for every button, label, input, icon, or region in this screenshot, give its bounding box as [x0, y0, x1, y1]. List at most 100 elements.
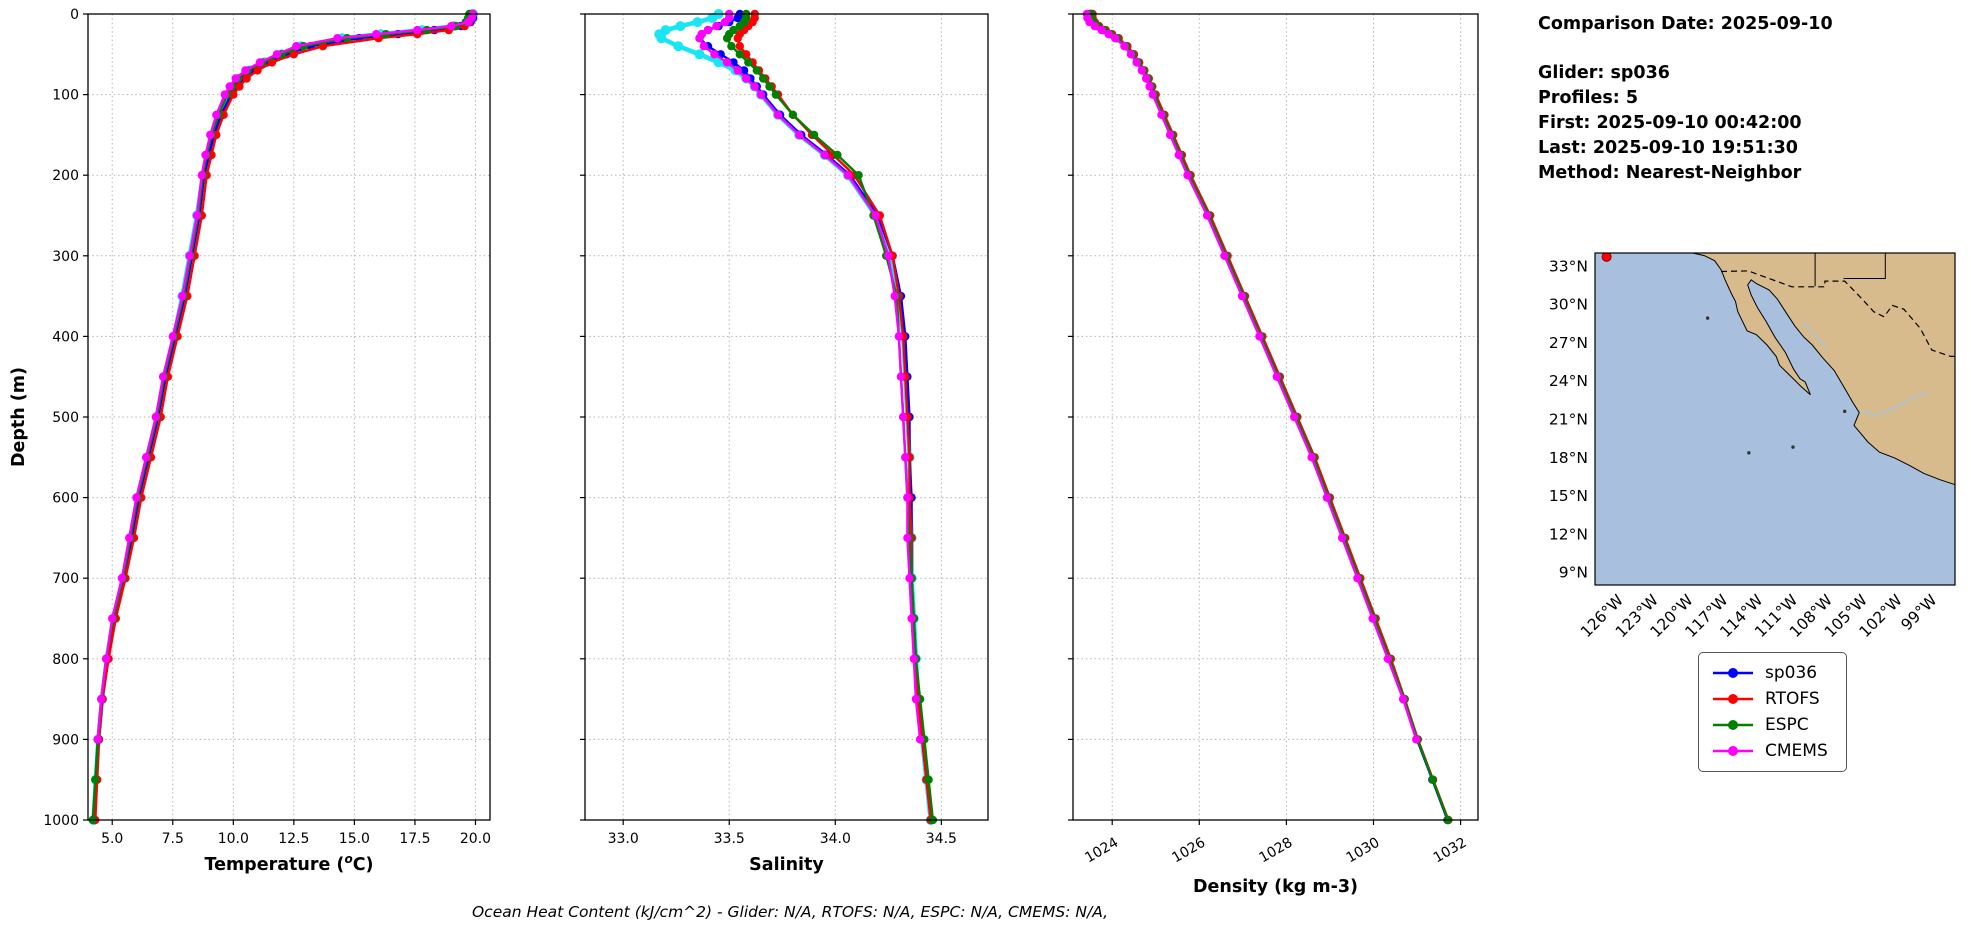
- svg-text:33.5: 33.5: [714, 831, 745, 847]
- svg-text:12°N: 12°N: [1549, 525, 1588, 543]
- country-border-dashed: [1720, 270, 1955, 358]
- grid: [1073, 13, 1478, 821]
- x-axis-title: Salinity: [749, 855, 824, 875]
- glider-location-marker: [1601, 253, 1612, 262]
- first-profile-time-text: First: 2025-09-10 00:42:00: [1538, 113, 1802, 133]
- map-frame: [1594, 252, 1956, 586]
- svg-text:500: 500: [52, 410, 79, 426]
- grid: [88, 13, 490, 821]
- svg-text:1000: 1000: [43, 813, 79, 829]
- svg-text:111°W: 111°W: [1751, 591, 1801, 641]
- x-axis: 1024 1026 1028 1030 1032: [1082, 820, 1470, 867]
- location-map: 33°N 30°N 27°N 24°N 21°N 18°N 15°N 12°N 9°N 126°W…: [1549, 252, 1956, 641]
- svg-text:120°W: 120°W: [1647, 591, 1697, 641]
- svg-text:1024: 1024: [1082, 835, 1121, 867]
- svg-text:114°W: 114°W: [1716, 591, 1766, 641]
- svg-text:105°W: 105°W: [1821, 591, 1871, 641]
- y-axis: [580, 13, 585, 821]
- x-axis-title: Density (kg m-3): [1193, 877, 1358, 897]
- svg-text:700: 700: [52, 571, 79, 587]
- svg-text:117°W: 117°W: [1682, 591, 1732, 641]
- svg-text:800: 800: [52, 652, 79, 668]
- river-line: [1803, 322, 1828, 350]
- svg-text:33.0: 33.0: [608, 831, 639, 847]
- chart-salinity: 33.0 33.5 34.0 34.5 Salinity: [580, 9, 989, 875]
- svg-text:900: 900: [52, 732, 79, 748]
- island-dot: [1842, 409, 1847, 414]
- svg-text:21°N: 21°N: [1549, 411, 1588, 429]
- chart-legend: sp036 RTOFS ESPC CMEMS: [1698, 652, 1847, 772]
- svg-text:1028: 1028: [1257, 835, 1296, 867]
- y-axis-title: Depth (m): [9, 367, 29, 467]
- x-axis-title: Temperature (oC): [204, 852, 373, 875]
- state-border-line: [1843, 253, 1886, 279]
- svg-text:600: 600: [52, 491, 79, 507]
- legend-item-sp036: sp036: [1711, 663, 1828, 683]
- svg-text:5.0: 5.0: [101, 831, 123, 847]
- svg-text:102°W: 102°W: [1856, 591, 1906, 641]
- svg-text:300: 300: [52, 249, 79, 265]
- svg-text:126°W: 126°W: [1577, 591, 1627, 641]
- chart-density: 1024 1026 1028 1030 1032 Density (kg m-3): [1068, 9, 1479, 897]
- legend-line-marker-icon: [1713, 720, 1753, 730]
- svg-text:9°N: 9°N: [1559, 564, 1588, 582]
- island-dot: [1791, 445, 1795, 449]
- chart-temperature: 5.0 7.5 10.0 12.5 15.0 17.5 20.0 0 100 200 300 400 5…: [9, 7, 491, 875]
- svg-text:33°N: 33°N: [1549, 257, 1588, 275]
- svg-text:100: 100: [52, 88, 79, 104]
- svg-text:20.0: 20.0: [460, 831, 491, 847]
- svg-text:18°N: 18°N: [1549, 449, 1588, 467]
- legend-item-espc: ESPC: [1711, 715, 1828, 735]
- info-panel: Comparison Date: 2025-09-10 Glider: sp03…: [1538, 12, 1968, 186]
- svg-text:99°W: 99°W: [1898, 591, 1941, 634]
- y-axis: 0 100 200 300 400 500 600 700 800 900 1000: [43, 7, 88, 829]
- legend-item-rtofs: RTOFS: [1711, 689, 1828, 709]
- legend-label: CMEMS: [1765, 741, 1828, 761]
- last-profile-time-text: Last: 2025-09-10 19:51:30: [1538, 138, 1798, 158]
- map-ocean: [1595, 253, 1955, 585]
- legend-label: RTOFS: [1765, 689, 1820, 709]
- svg-text:30°N: 30°N: [1549, 296, 1588, 314]
- svg-text:34.5: 34.5: [926, 831, 957, 847]
- comparison-date-text: Comparison Date: 2025-09-10: [1538, 14, 1833, 34]
- map-axis-labels: 33°N 30°N 27°N 24°N 21°N 18°N 15°N 12°N 9°N 126°W…: [1549, 257, 1941, 641]
- legend-line-marker-icon: [1713, 746, 1753, 756]
- svg-text:7.5: 7.5: [162, 831, 184, 847]
- svg-text:24°N: 24°N: [1549, 372, 1588, 390]
- island-dot: [1747, 451, 1751, 455]
- series-CMEMS: [695, 9, 925, 744]
- x-axis: 33.0 33.5 34.0 34.5: [608, 820, 957, 847]
- series-CMEMS: [1082, 9, 1421, 744]
- legend-line-marker-icon: [1713, 694, 1753, 704]
- series-CMEMS: [93, 9, 478, 744]
- glider-info-group: Glider: sp036 Profiles: 5 First: 2025-09…: [1538, 61, 1968, 186]
- glider-name-text: Glider: sp036: [1538, 63, 1670, 83]
- svg-text:0: 0: [70, 7, 79, 23]
- svg-text:27°N: 27°N: [1549, 334, 1588, 352]
- method-text: Method: Nearest-Neighbor: [1538, 163, 1802, 183]
- map-features: [1601, 253, 1955, 486]
- map-land: [1690, 253, 1955, 486]
- legend-item-cmems: CMEMS: [1711, 741, 1828, 761]
- svg-text:34.0: 34.0: [820, 831, 851, 847]
- ohc-caption: Ocean Heat Content (kJ/cm^2) - Glider: N…: [471, 903, 1109, 921]
- y-axis: [1068, 13, 1073, 821]
- grid: [585, 13, 988, 821]
- legend-line-marker-icon: [1713, 668, 1753, 678]
- profile-charts-svg: 5.0 7.5 10.0 12.5 15.0 17.5 20.0 0 100 200 300 400 5…: [9, 7, 1479, 897]
- svg-text:123°W: 123°W: [1612, 591, 1662, 641]
- svg-text:12.5: 12.5: [278, 831, 309, 847]
- svg-text:17.5: 17.5: [399, 831, 430, 847]
- legend-label: sp036: [1765, 663, 1818, 683]
- svg-text:400: 400: [52, 329, 79, 345]
- svg-text:10.0: 10.0: [218, 831, 249, 847]
- svg-text:1026: 1026: [1169, 835, 1208, 867]
- svg-text:1032: 1032: [1431, 835, 1470, 867]
- profiles-count-text: Profiles: 5: [1538, 88, 1639, 108]
- svg-text:15.0: 15.0: [339, 831, 370, 847]
- island-dot: [1705, 316, 1710, 320]
- river-line: [1859, 391, 1930, 416]
- x-axis: 5.0 7.5 10.0 12.5 15.0 17.5 20.0: [101, 820, 491, 847]
- svg-text:15°N: 15°N: [1549, 487, 1588, 505]
